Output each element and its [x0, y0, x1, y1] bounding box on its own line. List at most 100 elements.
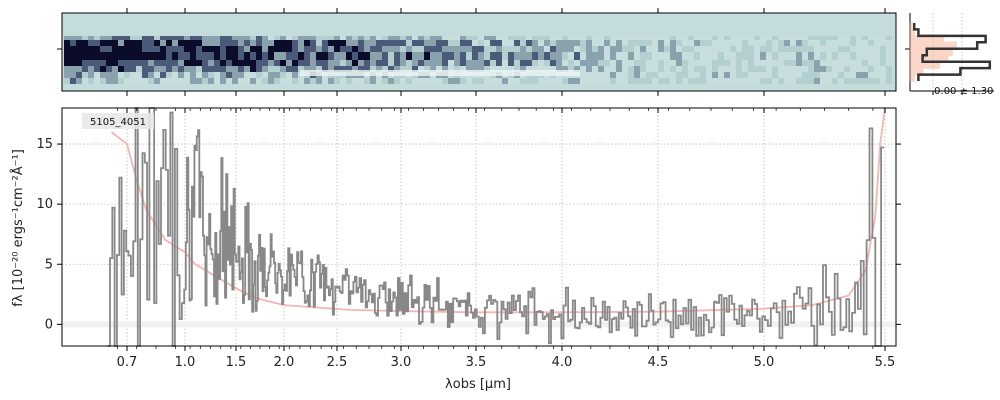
heatmap-cell — [250, 46, 256, 52]
heatmap-cell — [688, 52, 694, 60]
heatmap-cell — [196, 66, 202, 72]
heatmap-cell — [256, 40, 262, 46]
heatmap-cell — [436, 66, 442, 72]
heatmap-cell — [832, 46, 838, 52]
heatmap-cell — [640, 46, 646, 52]
heatmap-cell — [382, 52, 388, 60]
heatmap-cell — [586, 60, 592, 66]
heatmap-cell — [88, 36, 94, 40]
heatmap-cell — [172, 78, 178, 84]
heatmap-cell — [772, 46, 778, 52]
heatmap-cell — [154, 52, 160, 60]
heatmap-cell — [676, 52, 682, 60]
heatmap-cell — [274, 46, 280, 52]
heatmap-cell — [808, 52, 814, 60]
heatmap-cell — [604, 72, 610, 78]
heatmap-cell — [766, 36, 772, 40]
heatmap-cell — [376, 52, 382, 60]
heatmap-cell — [784, 66, 790, 72]
heatmap-cell — [256, 52, 262, 60]
heatmap-cell — [76, 40, 82, 46]
heatmap-cell — [592, 66, 598, 72]
heatmap-cell — [82, 52, 88, 60]
heatmap-cell — [100, 40, 106, 46]
heatmap-cell — [208, 72, 214, 78]
heatmap-cell — [532, 46, 538, 52]
heatmap-cell — [370, 66, 376, 72]
heatmap-cell — [574, 40, 580, 46]
heatmap-cell — [136, 78, 142, 84]
heatmap-cell — [280, 52, 286, 60]
heatmap-cell — [454, 36, 460, 40]
heatmap-cell — [526, 36, 532, 40]
heatmap-cell — [382, 78, 388, 84]
heatmap-cell — [100, 46, 106, 52]
heatmap-cell — [826, 40, 832, 46]
heatmap-cell — [502, 66, 508, 72]
heatmap-cell — [172, 72, 178, 78]
heatmap-cell — [574, 60, 580, 66]
heatmap-cell — [658, 52, 664, 60]
heatmap-cell — [298, 60, 304, 66]
heatmap-cell — [802, 78, 808, 84]
heatmap-cell — [736, 52, 742, 60]
heatmap-cell — [352, 66, 358, 72]
heatmap-cell — [484, 52, 490, 60]
heatmap-cell — [172, 36, 178, 40]
heatmap-cell — [172, 46, 178, 52]
heatmap-cell — [598, 60, 604, 66]
heatmap-cell — [616, 46, 622, 52]
heatmap-cell — [718, 40, 724, 46]
heatmap-cell — [682, 78, 688, 84]
heatmap-cell — [382, 46, 388, 52]
heatmap-cell — [478, 36, 484, 40]
heatmap-cell — [238, 60, 244, 66]
heatmap-cell — [466, 52, 472, 60]
heatmap-cell — [772, 72, 778, 78]
heatmap-cell — [670, 36, 676, 40]
heatmap-cell — [832, 78, 838, 84]
heatmap-cell — [82, 46, 88, 52]
plot-frame — [61, 107, 897, 347]
heatmap-cell — [322, 40, 328, 46]
heatmap-cell — [742, 46, 748, 52]
heatmap-cell — [784, 40, 790, 46]
heatmap-cell — [832, 36, 838, 40]
heatmap-cell — [214, 46, 220, 52]
heatmap-cell — [778, 78, 784, 84]
heatmap-cell — [238, 52, 244, 60]
heatmap-cell — [868, 66, 874, 72]
heatmap-cell — [328, 66, 334, 72]
heatmap-cell — [502, 78, 508, 84]
heatmap-cell — [766, 46, 772, 52]
heatmap-cell — [448, 52, 454, 60]
heatmap-cell — [226, 78, 232, 84]
heatmap-cell — [484, 40, 490, 46]
heatmap-cell — [880, 60, 886, 66]
heatmap-cell — [796, 46, 802, 52]
heatmap-cell — [502, 46, 508, 52]
heatmap-cell — [580, 36, 586, 40]
heatmap-cell — [550, 46, 556, 52]
heatmap-cell — [730, 46, 736, 52]
heatmap-cell — [826, 60, 832, 66]
heatmap-cell — [442, 66, 448, 72]
heatmap-cell — [802, 36, 808, 40]
heatmap-cell — [772, 60, 778, 66]
heatmap-cell — [274, 52, 280, 60]
heatmap-cell — [412, 36, 418, 40]
heatmap-cell — [598, 46, 604, 52]
twod-ticks — [57, 8, 886, 96]
heatmap-cell — [304, 60, 310, 66]
heatmap-cell — [562, 52, 568, 60]
heatmap-cell — [628, 36, 634, 40]
heatmap-cell — [286, 60, 292, 66]
heatmap-cell — [106, 66, 112, 72]
heatmap-cell — [220, 60, 226, 66]
heatmap-cell — [118, 66, 124, 72]
heatmap-cell — [322, 78, 328, 84]
heatmap-cell — [436, 52, 442, 60]
heatmap-cell — [298, 46, 304, 52]
heatmap-cell — [880, 40, 886, 46]
heatmap-cell — [874, 46, 880, 52]
